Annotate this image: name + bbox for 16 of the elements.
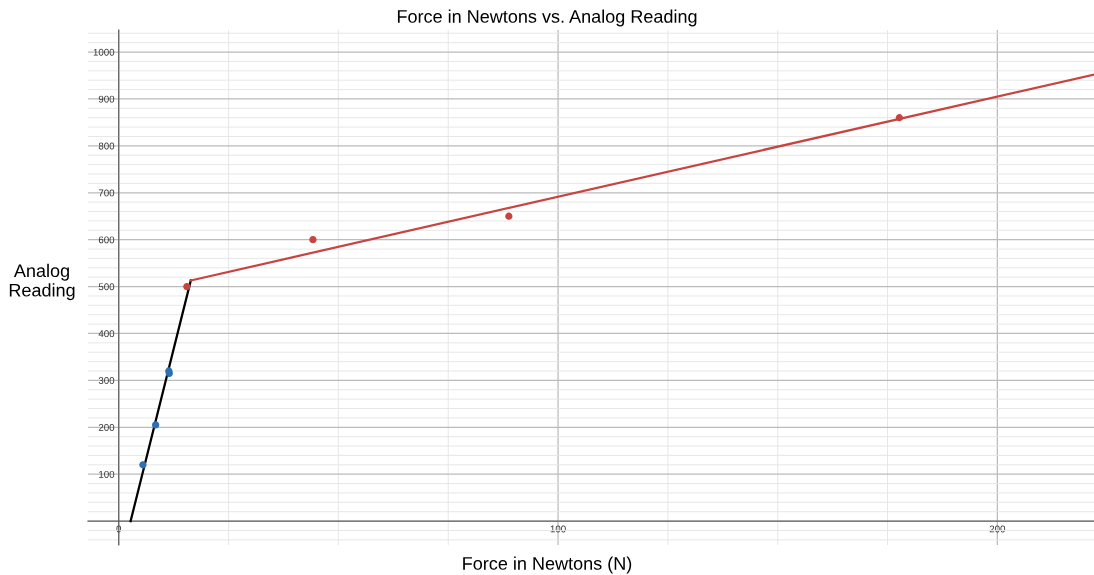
y-tick-label: 700 [98, 189, 115, 197]
x-tick-label: 0 [116, 525, 122, 533]
y-tick-label: 800 [98, 142, 115, 150]
y-tick-label: 300 [98, 377, 115, 384]
y-axis-title: Analog Reading [9, 263, 75, 301]
x-tick-label: 200 [989, 525, 1006, 533]
chart-title: Force in Newtons vs. Analog Reading [397, 9, 697, 27]
y-tick-label: 100 [99, 470, 115, 478]
y-tick-label: 500 [98, 283, 115, 291]
y-tick-label: 200 [98, 424, 115, 431]
y-tick-label: 400 [98, 330, 115, 338]
x-tick-label: 100 [550, 525, 566, 533]
y-tick-label: 900 [98, 95, 115, 103]
y-tick-label: 600 [98, 236, 115, 244]
x-axis-title: Force in Newtons (N) [463, 556, 632, 574]
y-tick-label: 1000 [93, 48, 115, 56]
